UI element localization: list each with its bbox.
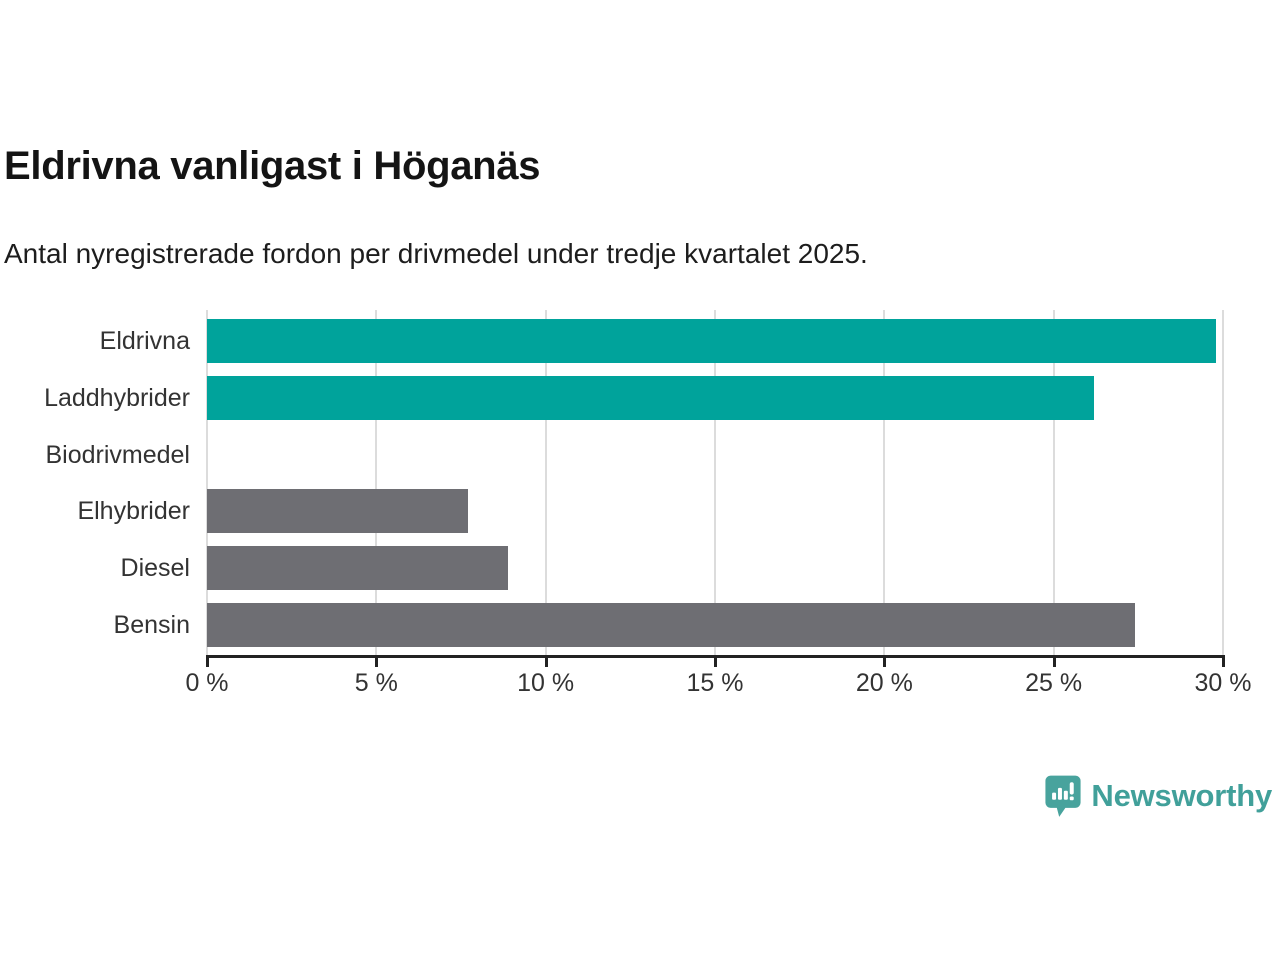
newsworthy-wordmark: Newsworthy — [1091, 778, 1272, 813]
chart-subtitle: Antal nyregistrerade fordon per drivmede… — [4, 238, 868, 269]
bar-bensin — [207, 603, 1135, 647]
x-tick-label-0: 0 % — [185, 669, 229, 697]
gridline-20-percent — [883, 310, 886, 655]
bar-diesel — [207, 546, 509, 591]
category-label-bensin: Bensin — [113, 611, 190, 639]
newsworthy-speech-bubble-chart-icon — [1044, 774, 1082, 818]
x-tick-label-15: 15 % — [686, 669, 744, 697]
bar-eldrivna — [207, 319, 1217, 363]
x-tick-label-5: 5 % — [354, 669, 398, 697]
x-tick-25 — [1052, 655, 1056, 667]
chart-title: Eldrivna vanligast i Höganäs — [4, 144, 541, 188]
category-label-eldrivna: Eldrivna — [99, 327, 190, 355]
x-tick-10 — [544, 655, 548, 667]
x-tick-15 — [714, 655, 717, 667]
x-tick-30 — [1222, 655, 1225, 667]
x-tick-label-30: 30 % — [1194, 669, 1252, 697]
x-tick-label-25: 25 % — [1025, 669, 1083, 697]
gridline-0-percent — [206, 310, 208, 655]
category-label-elhybrider: Elhybrider — [77, 497, 190, 526]
x-tick-label-10: 10 % — [517, 669, 575, 697]
bar-laddhybrider — [207, 375, 1095, 420]
category-label-biodrivmedel: Biodrivmedel — [45, 440, 190, 469]
bar-elhybrider — [207, 489, 468, 534]
category-label-laddhybrider: Laddhybrider — [44, 383, 190, 412]
gridline-5-percent — [375, 310, 378, 655]
x-tick-label-20: 20 % — [855, 669, 913, 697]
category-label-diesel: Diesel — [120, 554, 190, 583]
gridline-25-percent — [1052, 310, 1055, 655]
newsworthy-logo: Newsworthy — [1044, 774, 1272, 818]
x-tick-20 — [883, 655, 887, 667]
bar-chart-plot-area — [206, 310, 1224, 655]
gridline-30-percent — [1222, 310, 1224, 655]
x-tick-5 — [375, 655, 379, 667]
y-axis-category-labels: Eldrivna Laddhybrider Biodrivmedel Elhybrid… — [0, 310, 190, 655]
gridline-15-percent — [714, 310, 716, 655]
x-tick-0 — [206, 655, 209, 667]
gridline-10-percent — [544, 310, 547, 655]
